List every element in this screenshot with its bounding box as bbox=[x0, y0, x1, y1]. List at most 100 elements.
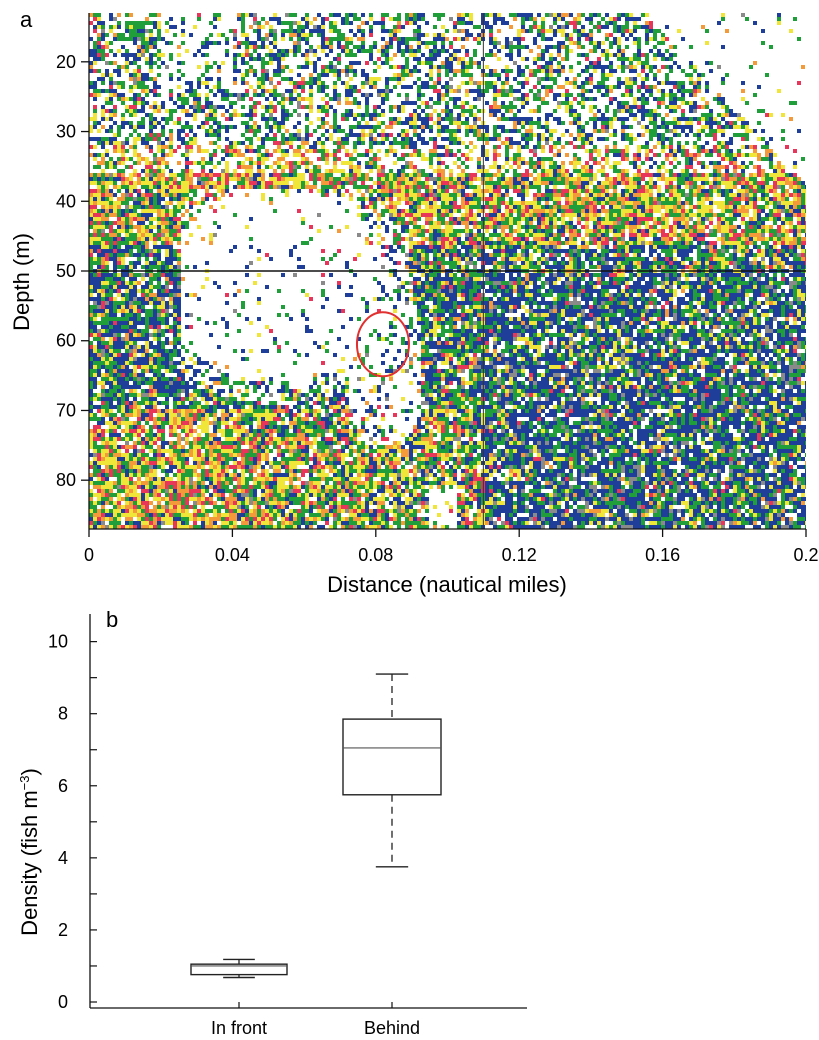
echogram-cell bbox=[557, 25, 561, 29]
echogram-cell bbox=[357, 205, 361, 209]
echogram-cell bbox=[529, 185, 533, 189]
echogram-cell bbox=[265, 133, 269, 137]
echogram-cell bbox=[477, 205, 481, 209]
echogram-cell bbox=[425, 45, 429, 49]
echogram-cell bbox=[497, 169, 501, 173]
echogram-cell bbox=[517, 121, 521, 125]
echogram-cell bbox=[537, 133, 541, 137]
echogram-cell bbox=[677, 81, 681, 85]
echogram-cell bbox=[649, 185, 653, 189]
echogram-cell bbox=[489, 37, 493, 41]
echogram-cell bbox=[505, 69, 509, 73]
echogram-cell bbox=[141, 117, 145, 121]
echogram-cell bbox=[321, 69, 325, 73]
echogram-cell bbox=[345, 93, 349, 97]
echogram-cell bbox=[273, 53, 277, 57]
echogram-cell bbox=[125, 13, 129, 17]
echogram-cell bbox=[517, 49, 521, 53]
echogram-cell bbox=[613, 145, 617, 149]
echogram-cell bbox=[509, 69, 513, 73]
echogram-cell bbox=[501, 89, 505, 93]
echogram-cell bbox=[129, 29, 133, 33]
echogram-cell bbox=[261, 81, 265, 85]
echogram-cell bbox=[409, 125, 413, 129]
echogram-cell bbox=[505, 105, 509, 109]
echogram-cell bbox=[741, 181, 745, 185]
echogram-cell bbox=[521, 13, 525, 17]
echogram-cell bbox=[549, 57, 553, 61]
echogram-cell bbox=[537, 69, 541, 73]
echogram-cell bbox=[661, 137, 665, 141]
echogram-cell bbox=[449, 89, 453, 93]
echogram-cell bbox=[689, 73, 693, 77]
echogram-cell bbox=[693, 93, 697, 97]
echogram-cell bbox=[653, 181, 657, 185]
echogram-cell bbox=[757, 85, 761, 89]
echogram-cell bbox=[613, 153, 617, 157]
echogram-cell bbox=[237, 41, 241, 45]
echogram-cell bbox=[521, 73, 525, 77]
echogram-cell bbox=[737, 197, 741, 201]
echogram-cell bbox=[93, 105, 97, 109]
echogram-cell bbox=[389, 197, 393, 201]
echogram-cell bbox=[377, 133, 381, 137]
echogram-cell bbox=[485, 213, 489, 217]
echogram-cell bbox=[757, 209, 761, 213]
echogram-cell bbox=[161, 53, 165, 57]
echogram-cell bbox=[353, 97, 357, 101]
echogram-cell bbox=[329, 173, 333, 177]
echogram-cell bbox=[609, 209, 613, 213]
echogram-cell bbox=[677, 89, 681, 93]
echogram-cell bbox=[225, 153, 229, 157]
echogram-cell bbox=[393, 193, 397, 197]
echogram-cell bbox=[185, 181, 189, 185]
echogram-cell bbox=[257, 93, 261, 97]
echogram-cell bbox=[689, 125, 693, 129]
echogram-cell bbox=[649, 157, 653, 161]
echogram-cell bbox=[577, 73, 581, 77]
echogram-cell bbox=[417, 89, 421, 93]
echogram-cell bbox=[533, 181, 537, 185]
echogram-cell bbox=[249, 137, 253, 141]
echogram-cell bbox=[637, 189, 641, 193]
echogram-cell bbox=[577, 29, 581, 33]
echogram-cell bbox=[305, 41, 309, 45]
echogram-cell bbox=[225, 53, 229, 57]
echogram-cell bbox=[205, 185, 209, 189]
echogram-cell bbox=[365, 113, 369, 117]
echogram-cell bbox=[449, 41, 453, 45]
echogram-cell bbox=[705, 205, 709, 209]
echogram-cell bbox=[293, 169, 297, 173]
echogram-cell bbox=[441, 117, 445, 121]
echogram-cell bbox=[437, 81, 441, 85]
echogram-cell bbox=[725, 201, 729, 205]
echogram-cell bbox=[573, 21, 577, 25]
echogram-cell bbox=[433, 201, 437, 205]
echogram-cell bbox=[97, 153, 101, 157]
echogram-cell bbox=[441, 125, 445, 129]
echogram-cell bbox=[749, 205, 753, 209]
echogram-cell bbox=[129, 21, 133, 25]
echogram-cell bbox=[465, 181, 469, 185]
echogram-cell bbox=[705, 173, 709, 177]
echogram-cell bbox=[597, 57, 601, 61]
echogram-cell bbox=[637, 109, 641, 113]
echogram-cell bbox=[593, 85, 597, 89]
echogram-cell bbox=[585, 185, 589, 189]
echogram-cell bbox=[457, 177, 461, 181]
echogram-cell bbox=[581, 93, 585, 97]
echogram-cell bbox=[497, 89, 501, 93]
echogram-cell bbox=[681, 81, 685, 85]
echogram-cell bbox=[593, 117, 597, 121]
echogram-cell bbox=[189, 189, 193, 193]
echogram-cell bbox=[617, 213, 621, 217]
echogram-cell bbox=[685, 165, 689, 169]
echogram-cell bbox=[401, 169, 405, 173]
echogram-cell bbox=[705, 117, 709, 121]
echogram-cell bbox=[309, 133, 313, 137]
echogram-cell bbox=[133, 209, 137, 213]
echogram-cell bbox=[157, 189, 161, 193]
echogram-cell bbox=[177, 193, 181, 197]
echogram-cell bbox=[645, 53, 649, 57]
echogram-cell bbox=[145, 193, 149, 197]
